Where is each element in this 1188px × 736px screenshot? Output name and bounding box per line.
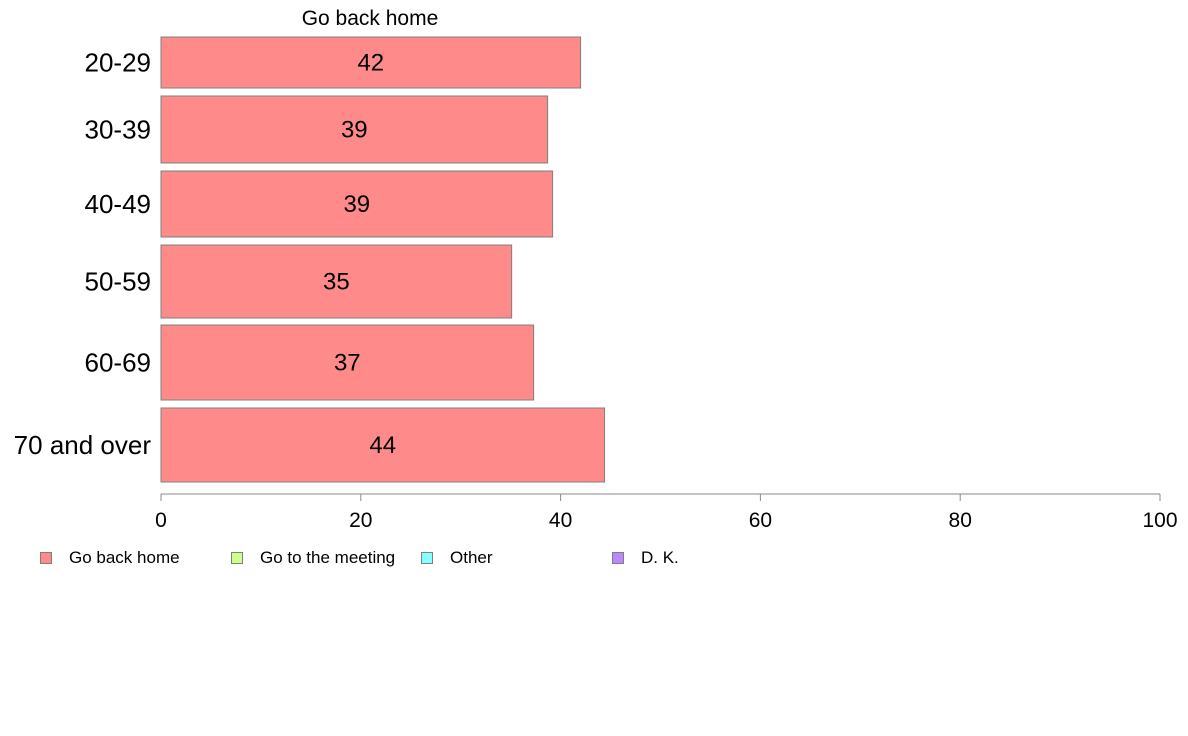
category-label: 50-59 <box>85 267 152 297</box>
x-tick-label: 100 <box>1142 509 1177 532</box>
bar <box>160 170 554 238</box>
category-label: 30-39 <box>85 115 152 145</box>
category-label: 60-69 <box>85 348 152 378</box>
bar-value-label: 39 <box>343 191 370 218</box>
legend-label: D. K. <box>641 548 679 567</box>
legend-swatch <box>40 552 52 564</box>
bar-value-label: 39 <box>341 117 368 144</box>
bar <box>160 36 582 89</box>
legend-item-other: Other <box>421 546 493 570</box>
category-label: 20-29 <box>85 48 152 78</box>
legend-item-go-to-the-meeting: Go to the meeting <box>231 546 395 570</box>
bar-value-label: 37 <box>334 350 361 377</box>
legend-swatch <box>231 552 243 564</box>
legend-label: Other <box>450 548 493 567</box>
bar-value-label: 44 <box>369 432 396 459</box>
bar-value-label: 35 <box>323 269 350 296</box>
bar <box>160 244 513 319</box>
x-tick-label: 20 <box>349 509 372 532</box>
legend-label: Go to the meeting <box>260 548 396 567</box>
bar <box>160 407 606 483</box>
x-tick-label: 40 <box>549 509 572 532</box>
legend-swatch <box>612 552 624 564</box>
legend: Go back home Go to the meeting Other D. … <box>0 546 1188 570</box>
x-tick-label: 60 <box>749 509 772 532</box>
legend-label: Go back home <box>69 548 180 567</box>
x-tick-label: 80 <box>949 509 972 532</box>
legend-item-dk: D. K. <box>612 546 679 570</box>
legend-swatch <box>421 552 433 564</box>
category-label: 70 and over <box>14 430 152 460</box>
bar <box>160 324 535 401</box>
bar-value-label: 42 <box>357 50 384 77</box>
chart-title: Go back home <box>302 7 439 30</box>
bar-chart: Go back home 42 20-29 39 30-39 39 40-49 35 50-5… <box>14 7 1178 532</box>
category-label: 40-49 <box>85 189 152 219</box>
bar <box>160 95 549 164</box>
x-tick-label: 0 <box>155 509 167 532</box>
legend-item-go-back-home: Go back home <box>40 546 180 570</box>
